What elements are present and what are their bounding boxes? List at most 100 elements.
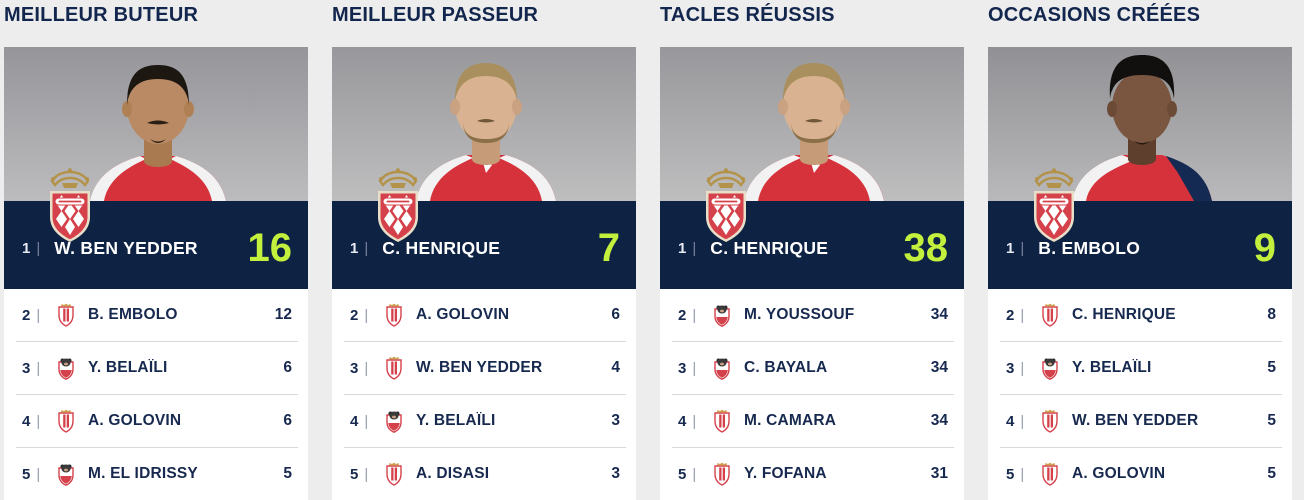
stat-card-tacles-reussis: TACLES RÉUSSIS [660,0,964,500]
club-crest-icon [712,409,732,433]
player-name: A. GOLOVIN [416,306,510,323]
stat-card-title: MEILLEUR PASSEUR [332,4,539,26]
row-separator [344,447,626,448]
leader-value: 9 [1253,226,1276,270]
stat-value: 5 [1267,412,1276,429]
row-separator [1000,447,1282,448]
list-item[interactable]: 2 | M. YOUSSOUF 34 [660,289,964,341]
player-name: Y. BELAÏLI [88,359,168,376]
row-separator [672,341,954,342]
stat-card-title: MEILLEUR BUTEUR [4,4,199,26]
leader-name: C. HENRIQUE [710,237,829,258]
club-crest-icon [56,409,76,433]
leader-banner[interactable]: 1 | W. BEN YEDDER 16 [4,201,308,289]
list-item[interactable]: 3 | W. BEN YEDDER 4 [332,342,636,394]
player-name: C. HENRIQUE [1072,306,1176,323]
club-crest-icon [712,356,732,380]
row-separator [344,341,626,342]
list-item[interactable]: 4 | Y. BELAÏLI 3 [332,395,636,447]
stat-card-title: TACLES RÉUSSIS [660,4,835,26]
player-name: B. EMBOLO [88,306,178,323]
stat-value: 6 [283,359,292,376]
list-item[interactable]: 3 | Y. BELAÏLI 6 [4,342,308,394]
player-name: A. DISASI [416,465,490,482]
list-item[interactable]: 2 | B. EMBOLO 12 [4,289,308,341]
row-separator [1000,341,1282,342]
leader-value: 16 [247,226,293,270]
club-crest-icon [56,303,76,327]
leader-value: 7 [597,226,620,270]
player-photo [332,47,636,201]
stat-value: 34 [930,306,948,323]
leader-value: 38 [903,226,949,270]
stat-value: 31 [930,465,948,482]
leader-rank: 1 | [350,239,369,257]
list-item[interactable]: 5 | Y. FOFANA 31 [660,448,964,500]
stat-value: 5 [1267,465,1276,482]
row-separator [16,447,298,448]
stat-value: 4 [611,359,620,376]
club-crest-icon [384,303,404,327]
stat-value: 34 [930,412,948,429]
row-separator [16,394,298,395]
stat-value: 6 [611,306,620,323]
stat-value: 12 [274,306,292,323]
stat-value: 3 [611,465,620,482]
player-photo [988,47,1292,201]
stat-value: 5 [1267,359,1276,376]
player-photo [660,47,964,201]
stat-card-meilleur-passeur: MEILLEUR PASSEUR [332,0,636,500]
player-name: M. CAMARA [744,412,837,429]
row-separator [344,394,626,395]
row-separator [672,394,954,395]
player-name: M. EL IDRISSY [88,465,198,482]
list-item[interactable]: 4 | W. BEN YEDDER 5 [988,395,1292,447]
stat-card-meilleur-buteur: MEILLEUR BUTEUR [4,0,308,500]
player-name: C. BAYALA [744,359,828,376]
ranking-list: 2 | B. EMBOLO 12 3 | Y. BELAÏLI 6 4 | A. GO… [4,289,308,500]
club-crest-icon [712,462,732,486]
ranking-list: 2 | M. YOUSSOUF 34 3 | C. BAYALA 34 4 | M. … [660,289,964,500]
stat-value: 6 [283,412,292,429]
monaco-crest-large-icon [38,165,102,249]
player-photo [4,47,308,201]
stat-value: 34 [930,359,948,376]
row-separator [1000,394,1282,395]
club-crest-icon [384,409,404,433]
list-item[interactable]: 4 | A. GOLOVIN 6 [4,395,308,447]
player-name: W. BEN YEDDER [1072,412,1199,429]
list-item[interactable]: 5 | A. GOLOVIN 5 [988,448,1292,500]
list-item[interactable]: 5 | M. EL IDRISSY 5 [4,448,308,500]
list-item[interactable]: 3 | C. BAYALA 34 [660,342,964,394]
club-crest-icon [1040,356,1060,380]
club-crest-icon [712,303,732,327]
stat-value: 5 [283,465,292,482]
player-name: A. GOLOVIN [88,412,182,429]
player-name: W. BEN YEDDER [416,359,543,376]
list-item[interactable]: 2 | A. GOLOVIN 6 [332,289,636,341]
list-item[interactable]: 4 | M. CAMARA 34 [660,395,964,447]
leader-banner[interactable]: 1 | C. HENRIQUE 38 [660,201,964,289]
leader-rank: 1 | [678,239,697,257]
list-item[interactable]: 5 | A. DISASI 3 [332,448,636,500]
player-name: A. GOLOVIN [1072,465,1166,482]
club-crest-icon [1040,303,1060,327]
leader-name: C. HENRIQUE [382,237,501,258]
club-crest-icon [1040,462,1060,486]
club-crest-icon [56,462,76,486]
leader-name: W. BEN YEDDER [54,237,198,258]
monaco-crest-large-icon [694,165,758,249]
ranking-list: 2 | A. GOLOVIN 6 3 | W. BEN YEDDER 4 4 | Y.… [332,289,636,500]
stat-card-occasions-creees: OCCASIONS CRÉÉES [988,0,1292,500]
club-crest-icon [384,462,404,486]
club-crest-icon [1040,409,1060,433]
row-separator [16,341,298,342]
player-name: Y. FOFANA [744,465,827,482]
player-name: Y. BELAÏLI [1072,359,1152,376]
stat-card-title: OCCASIONS CRÉÉES [988,4,1201,26]
player-name: M. YOUSSOUF [744,306,855,323]
club-crest-icon [384,356,404,380]
list-item[interactable]: 3 | Y. BELAÏLI 5 [988,342,1292,394]
list-item[interactable]: 2 | C. HENRIQUE 8 [988,289,1292,341]
